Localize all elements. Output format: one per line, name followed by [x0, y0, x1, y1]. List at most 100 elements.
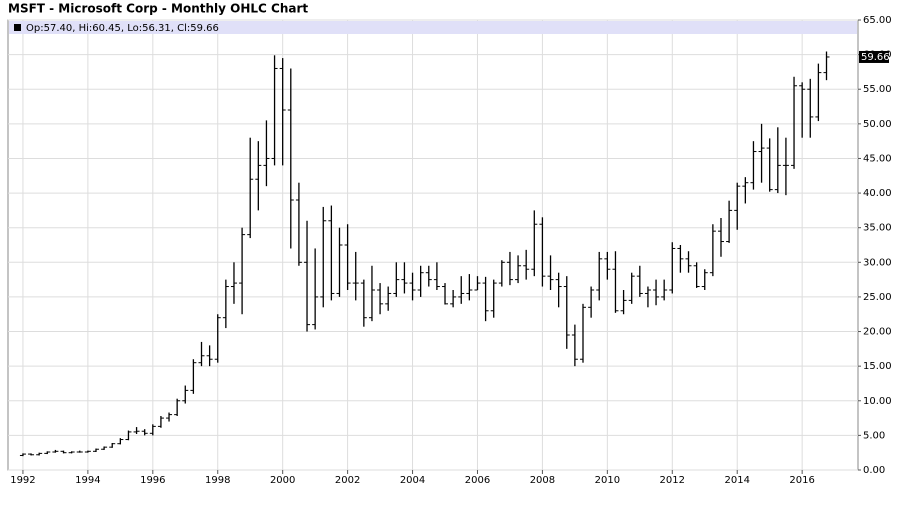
- ohlc-bar: [417, 265, 424, 297]
- ohlc-bar: [352, 251, 359, 301]
- ohlc-bar: [166, 412, 173, 422]
- ohlc-bar: [336, 227, 343, 297]
- ohlc-bar: [669, 242, 676, 294]
- ohlc-bar: [612, 251, 619, 313]
- ohlc-bar: [653, 279, 660, 306]
- ohlc-bar: [563, 276, 570, 349]
- y-tick-label: 20.00: [863, 327, 892, 338]
- ohlc-bar: [474, 276, 481, 291]
- ohlc-bar: [604, 251, 611, 280]
- ohlc-bar: [799, 82, 806, 138]
- ohlc-bar: [44, 451, 51, 455]
- last-bar-label: Op:57.40, Hi:60.45, Lo:56.31, Cl:59.66: [26, 23, 219, 34]
- ohlc-bar: [539, 217, 546, 287]
- x-tick-label: 2010: [595, 475, 620, 486]
- ohlc-bar: [677, 245, 684, 273]
- ohlc-bar: [109, 443, 116, 448]
- y-tick-label: 0.00: [863, 465, 885, 476]
- ohlc-bar: [815, 63, 822, 122]
- ohlc-bar: [190, 359, 197, 394]
- ohlc-bar: [287, 68, 294, 249]
- ohlc-bar: [76, 450, 83, 453]
- ohlc-bar: [84, 450, 91, 453]
- ohlc-bar: [320, 206, 327, 308]
- ohlc-bar: [19, 453, 26, 457]
- ohlc-bar: [68, 451, 75, 454]
- ohlc-bar: [766, 138, 773, 192]
- ohlc-bar: [28, 453, 35, 456]
- y-tick-label: 40.00: [863, 188, 892, 199]
- ohlc-bar: [141, 429, 148, 436]
- ohlc-bar: [717, 218, 724, 257]
- ohlc-bar: [263, 120, 270, 187]
- ohlc-bar: [506, 251, 513, 286]
- legend-swatch: [14, 24, 21, 31]
- ohlc-bar: [222, 279, 229, 329]
- y-tick-label: 45.00: [863, 153, 892, 164]
- ohlc-bar: [206, 345, 213, 367]
- ohlc-bar: [360, 279, 367, 327]
- ohlc-bar: [385, 286, 392, 311]
- ohlc-bar: [644, 286, 651, 308]
- ohlc-bar: [774, 127, 781, 194]
- x-tick-label: 2012: [660, 475, 685, 486]
- ohlc-bar: [580, 303, 586, 363]
- ohlc-bar: [36, 452, 43, 456]
- x-tick-label: 2008: [530, 475, 555, 486]
- ohlc-bar: [433, 262, 440, 290]
- ohlc-bar: [466, 274, 473, 301]
- x-tick-label: 1992: [10, 475, 35, 486]
- ohlc-bar: [571, 324, 578, 367]
- ohlc-bar: [247, 137, 254, 239]
- x-tick-label: 2006: [465, 475, 490, 486]
- ohlc-bar: [742, 177, 749, 204]
- ohlc-bar: [182, 385, 189, 404]
- y-tick-label: 15.00: [863, 361, 892, 372]
- ohlc-bar: [758, 123, 765, 183]
- ohlc-bar: [52, 449, 59, 453]
- ohlc-bar: [701, 269, 708, 290]
- ohlc-bar: [214, 314, 221, 363]
- ohlc-bar: [523, 249, 530, 280]
- ohlc-bar: [547, 255, 554, 290]
- ohlc-bar: [125, 430, 132, 441]
- x-tick-label: 2000: [270, 475, 295, 486]
- ohlc-bar: [823, 51, 830, 81]
- ohlc-bar: [101, 446, 108, 450]
- y-tick-label: 50.00: [863, 119, 892, 130]
- ohlc-bar: [726, 200, 733, 243]
- ohlc-bar: [344, 224, 351, 290]
- x-tick-label: 1998: [205, 475, 230, 486]
- ohlc-bar: [295, 182, 302, 266]
- ohlc-bar: [458, 276, 465, 304]
- ohlc-bar: [312, 248, 319, 330]
- ohlc-bar: [377, 283, 384, 315]
- x-tick-label: 2014: [724, 475, 749, 486]
- ohlc-bar: [198, 341, 205, 367]
- x-tick-label: 1994: [75, 475, 100, 486]
- y-tick-label: 5.00: [863, 430, 885, 441]
- ohlc-bar: [271, 55, 278, 166]
- ohlc-bar: [661, 279, 668, 301]
- last-close-tag: [859, 50, 889, 63]
- plot-area: [7, 19, 859, 471]
- x-tick-label: 2016: [789, 475, 814, 486]
- ohlc-bar: [157, 416, 164, 428]
- ohlc-bar: [782, 137, 789, 196]
- ohlc-bar: [515, 255, 522, 284]
- ohlc-bar: [807, 78, 814, 138]
- ohlc-bar: [450, 290, 457, 308]
- ohlc-bar: [279, 58, 286, 166]
- ohlc-bar: [409, 272, 416, 301]
- ohlc-bar: [636, 265, 643, 297]
- ohlc-bar: [693, 262, 700, 288]
- x-tick-label: 2004: [400, 475, 425, 486]
- ohlc-bar: [393, 262, 400, 297]
- ohlc-bar: [401, 262, 408, 294]
- y-tick-label: 30.00: [863, 257, 892, 268]
- ohlc-bar: [555, 272, 562, 308]
- ohlc-bar: [531, 210, 538, 277]
- ohlc-bar: [304, 220, 311, 332]
- ohlc-bar: [92, 448, 99, 452]
